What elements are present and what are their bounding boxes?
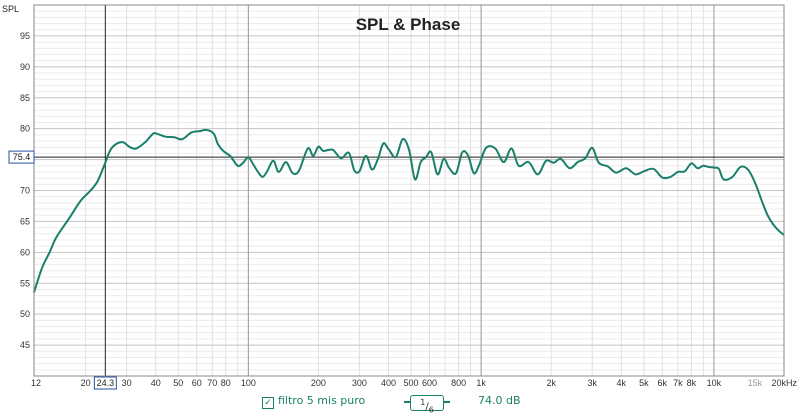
x-tick-label: 800 — [451, 378, 466, 388]
y-tick-label: 55 — [20, 278, 30, 288]
smoothing-left-arrow-icon[interactable] — [404, 401, 410, 403]
y-tick-label: 50 — [20, 309, 30, 319]
y-tick-label: 85 — [20, 93, 30, 103]
x-tick-label: 70 — [207, 378, 217, 388]
cursor-y-readout-text: 75.4 — [13, 152, 31, 162]
x-tick-label: 15k — [748, 378, 763, 388]
x-tick-label: 400 — [381, 378, 396, 388]
x-tick-label: 1k — [476, 378, 486, 388]
x-tick-labels: 12 20 30 40 50 60 70 80 100 200 300 400 500 600 800 1k 2… — [31, 378, 797, 388]
smoothing-denominator: 6 — [428, 405, 434, 415]
y-tick-label: 70 — [20, 186, 30, 196]
y-tick-label: 45 — [20, 340, 30, 350]
cursor-x-readout-box — [93, 376, 117, 390]
x-tick-label: 20 — [81, 378, 91, 388]
x-tick-label: 50 — [173, 378, 183, 388]
chart-title: SPL & Phase — [356, 15, 461, 34]
legend-level: 74.0 dB — [478, 394, 521, 407]
cursor-x-readout-text: 24.3 — [97, 378, 115, 388]
y-axis-label: SPL — [2, 4, 19, 14]
x-tick-label: 500 — [404, 378, 419, 388]
x-tick-label: 100 — [241, 378, 256, 388]
smoothing-numerator: 1 — [420, 398, 426, 407]
x-tick-label: 8k — [687, 378, 697, 388]
y-tick-label: 90 — [20, 62, 30, 72]
x-tick-label: 2k — [546, 378, 556, 388]
cursor-y-readout: 75.4 — [8, 150, 35, 164]
x-tick-label: 30 — [122, 378, 132, 388]
x-tick-label: 3k — [587, 378, 597, 388]
x-tick-label: 4k — [617, 378, 627, 388]
x-tick-label: 7k — [673, 378, 683, 388]
y-tick-label: 65 — [20, 216, 30, 226]
x-tick-label: 20kHz — [771, 378, 797, 388]
x-tick-label: 10k — [707, 378, 722, 388]
smoothing-selector[interactable]: 1/6 — [410, 395, 444, 415]
x-tick-label: 600 — [422, 378, 437, 388]
x-tick-label: 6k — [658, 378, 668, 388]
plot-frame — [33, 4, 785, 377]
major-gridlines — [34, 5, 784, 376]
cursor-y-readout-box — [8, 150, 35, 164]
cursor-x-readout: 24.3 — [93, 376, 117, 390]
y-tick-label: 80 — [20, 124, 30, 134]
x-tick-label: 60 — [192, 378, 202, 388]
legend-checkbox[interactable]: ✓ — [262, 397, 274, 409]
smoothing-right-arrow-icon[interactable] — [444, 401, 450, 403]
spl-curve — [33, 128, 785, 293]
x-tick-label: 300 — [352, 378, 367, 388]
y-tick-label: 60 — [20, 247, 30, 257]
x-tick-label: 80 — [221, 378, 231, 388]
legend-series-label: filtro 5 mis puro — [278, 394, 366, 407]
x-tick-label: 5k — [639, 378, 649, 388]
x-tick-label: 200 — [311, 378, 326, 388]
y-tick-label: 95 — [20, 31, 30, 41]
y-tick-labels: 4550556065707580859095 — [20, 31, 30, 350]
x-tick-label: 40 — [151, 378, 161, 388]
x-tick-label: 12 — [31, 378, 41, 388]
legend-series[interactable]: ✓ filtro 5 mis puro — [262, 394, 365, 410]
